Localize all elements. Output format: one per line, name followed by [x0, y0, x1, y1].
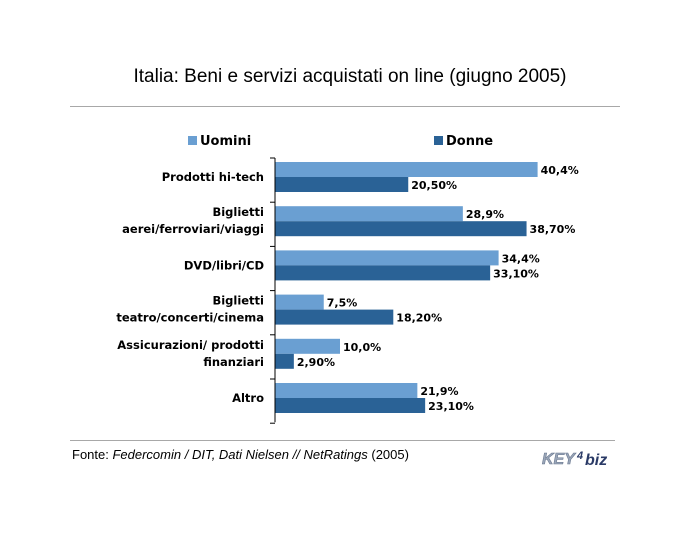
source-suffix: (2005): [367, 447, 409, 462]
key4biz-logo: KEY 4 biz: [542, 450, 608, 469]
data-label-uomini: 7,5%: [327, 297, 358, 310]
data-label-uomini: 34,4%: [502, 252, 540, 265]
footer-divider: [70, 440, 615, 441]
category-label: Assicurazioni/ prodotti: [117, 338, 264, 352]
data-label-donne: 2,90%: [297, 356, 335, 369]
chart-title: Italia: Beni e servizi acquistati on lin…: [133, 66, 567, 87]
bar-uomini: [275, 250, 499, 266]
bar-uomini: [275, 383, 418, 398]
title-divider: [70, 106, 620, 107]
bar-uomini: [275, 294, 324, 310]
data-label-uomini: 28,9%: [466, 208, 504, 221]
category-label: Altro: [232, 391, 264, 405]
bar-uomini: [275, 206, 463, 222]
logo-key-text: KEY: [542, 451, 576, 468]
bar-uomini: [275, 338, 340, 354]
bar-donne: [275, 221, 527, 237]
category-label: teatro/concerti/cinema: [116, 311, 264, 325]
data-label-donne: 18,20%: [396, 312, 442, 325]
data-label-uomini: 10,0%: [343, 341, 381, 354]
bar-donne: [275, 398, 426, 413]
bar-donne: [275, 353, 294, 369]
legend-swatch-uomini: [188, 136, 197, 145]
bar-donne: [275, 265, 491, 281]
legend-label-donne: Donne: [446, 134, 493, 149]
category-label: Biglietti: [212, 294, 264, 308]
source-italic: Federcomin / DIT, Dati Nielsen // NetRat…: [112, 447, 368, 462]
logo-biz-text: biz: [585, 452, 607, 469]
data-label-donne: 33,10%: [493, 267, 539, 280]
legend-label-uomini: Uomini: [200, 134, 251, 149]
category-label: DVD/libri/CD: [184, 258, 264, 272]
legend-swatch-donne: [434, 136, 443, 145]
data-label-donne: 23,10%: [428, 400, 474, 413]
data-label-donne: 38,70%: [530, 223, 576, 236]
logo-4-text: 4: [576, 450, 583, 462]
data-label-uomini: 40,4%: [541, 164, 579, 177]
source-prefix: Fonte:: [72, 447, 113, 462]
bar-donne: [275, 309, 394, 325]
bar-donne: [275, 177, 409, 192]
category-label: finanziari: [203, 355, 264, 369]
category-label: aerei/ferroviari/viaggi: [122, 222, 264, 236]
data-label-donne: 20,50%: [411, 179, 457, 192]
source-note: Fonte: Federcomin / DIT, Dati Nielsen //…: [72, 447, 409, 462]
bar-uomini: [275, 162, 538, 177]
data-label-uomini: 21,9%: [420, 385, 458, 398]
category-label: Prodotti hi-tech: [162, 170, 264, 184]
category-label: Biglietti: [212, 205, 264, 219]
bar-chart: Uomini Donne 40,4% 20,50% Prodotti hi-tech 28…: [116, 134, 579, 424]
